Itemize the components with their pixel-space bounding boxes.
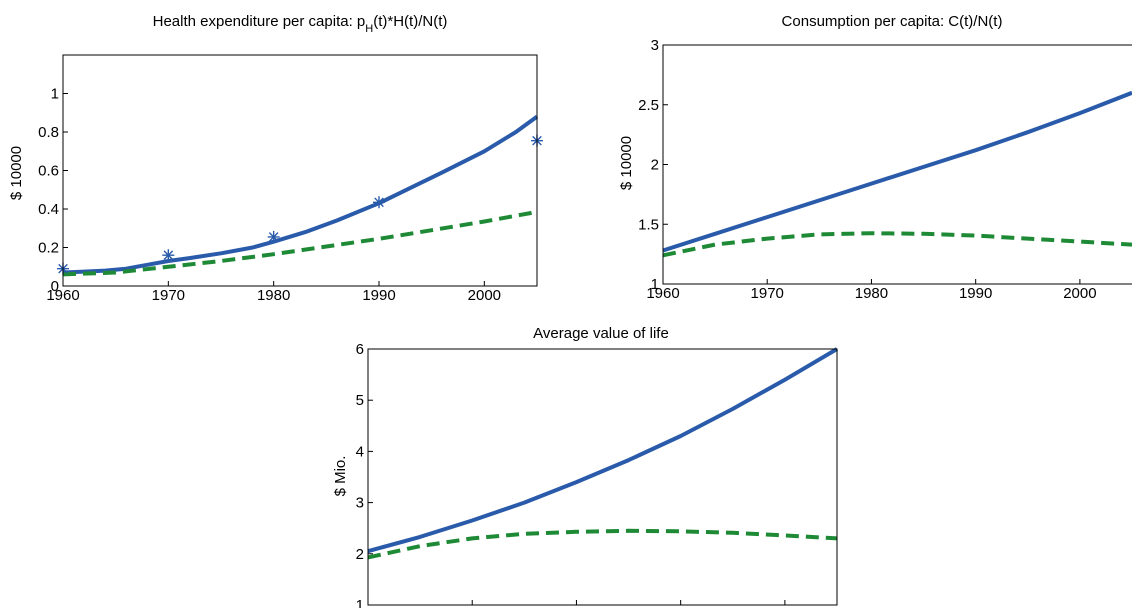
data-marker xyxy=(267,230,280,243)
solid-series-line xyxy=(367,347,839,554)
y-tick-label: 4 xyxy=(356,443,364,460)
y-tick-label: 6 xyxy=(356,341,364,358)
y-tick-label: 0 xyxy=(51,278,59,295)
y-tick-label: 1 xyxy=(51,86,59,103)
consumption-chart: Consumption per capita: C(t)/N(t) $ 1000… xyxy=(618,13,1132,302)
solid-series-line xyxy=(662,90,1132,253)
x-tick-label: 2000 xyxy=(768,606,801,608)
x-tick-label: 1960 xyxy=(646,285,679,302)
y-tick-label: 1 xyxy=(651,276,659,293)
y-axis-label: $ Mio. xyxy=(332,456,349,497)
y-tick-label: 3 xyxy=(651,37,659,54)
x-tick-label: 1970 xyxy=(751,285,784,302)
y-tick-label: 1 xyxy=(356,597,364,608)
data-marker xyxy=(162,249,175,262)
chart-title: Consumption per capita: C(t)/N(t) xyxy=(782,13,1003,30)
y-tick-label: 2 xyxy=(356,546,364,563)
x-tick-label: 1990 xyxy=(362,287,395,304)
x-tick-label: 1980 xyxy=(855,285,888,302)
x-tick-label: 1960 xyxy=(46,287,79,304)
plot-frame xyxy=(662,44,1132,285)
y-tick-label: 0.6 xyxy=(38,163,59,180)
average-value-of-life-chart: Average value of life $ Mio. 1960 1970 198… xyxy=(332,325,839,608)
x-tick-label: 1980 xyxy=(257,287,290,304)
chart-title: Health expenditure per capita: pH(t)*H(t… xyxy=(153,13,448,35)
y-tick-label: 3 xyxy=(356,495,364,512)
x-tick-label: 1980 xyxy=(560,606,593,608)
solid-series-line xyxy=(62,114,539,275)
data-marker xyxy=(373,196,385,209)
y-axis-label: $ 10000 xyxy=(8,146,25,200)
plot-frame xyxy=(62,54,538,287)
y-axis-label: $ 10000 xyxy=(618,136,635,190)
x-tick-label: 1990 xyxy=(959,285,992,302)
x-tick-label: 2000 xyxy=(1063,285,1096,302)
plot-frame xyxy=(367,348,838,606)
dashed-series-line xyxy=(367,528,838,560)
y-tick-label: 2.5 xyxy=(638,97,659,114)
y-tick-label: 1.5 xyxy=(638,216,659,233)
y-tick-label: 0.8 xyxy=(38,124,59,141)
chart-title: Average value of life xyxy=(533,325,669,342)
dashed-series-line xyxy=(662,231,1132,258)
x-tick-label: 1960 xyxy=(351,606,384,608)
x-tick-label: 1970 xyxy=(152,287,185,304)
x-tick-label: 1990 xyxy=(664,606,697,608)
y-tick-label: 0.2 xyxy=(38,240,59,257)
y-tick-label: 0.4 xyxy=(38,201,59,218)
x-tick-label: 1970 xyxy=(456,606,489,608)
health-expenditure-chart: Health expenditure per capita: pH(t)*H(t… xyxy=(8,13,543,304)
y-tick-label: 2 xyxy=(651,157,659,174)
dashed-series-line xyxy=(62,209,538,277)
x-tick-label: 2000 xyxy=(468,287,501,304)
y-tick-label: 5 xyxy=(356,392,364,409)
